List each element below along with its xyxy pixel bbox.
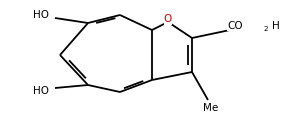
Text: O: O (164, 14, 172, 24)
Text: H: H (272, 21, 280, 31)
Text: CO: CO (227, 21, 243, 31)
Text: 2: 2 (263, 26, 268, 32)
Text: HO: HO (33, 86, 49, 96)
Text: Me: Me (203, 103, 218, 113)
Text: HO: HO (33, 10, 49, 20)
